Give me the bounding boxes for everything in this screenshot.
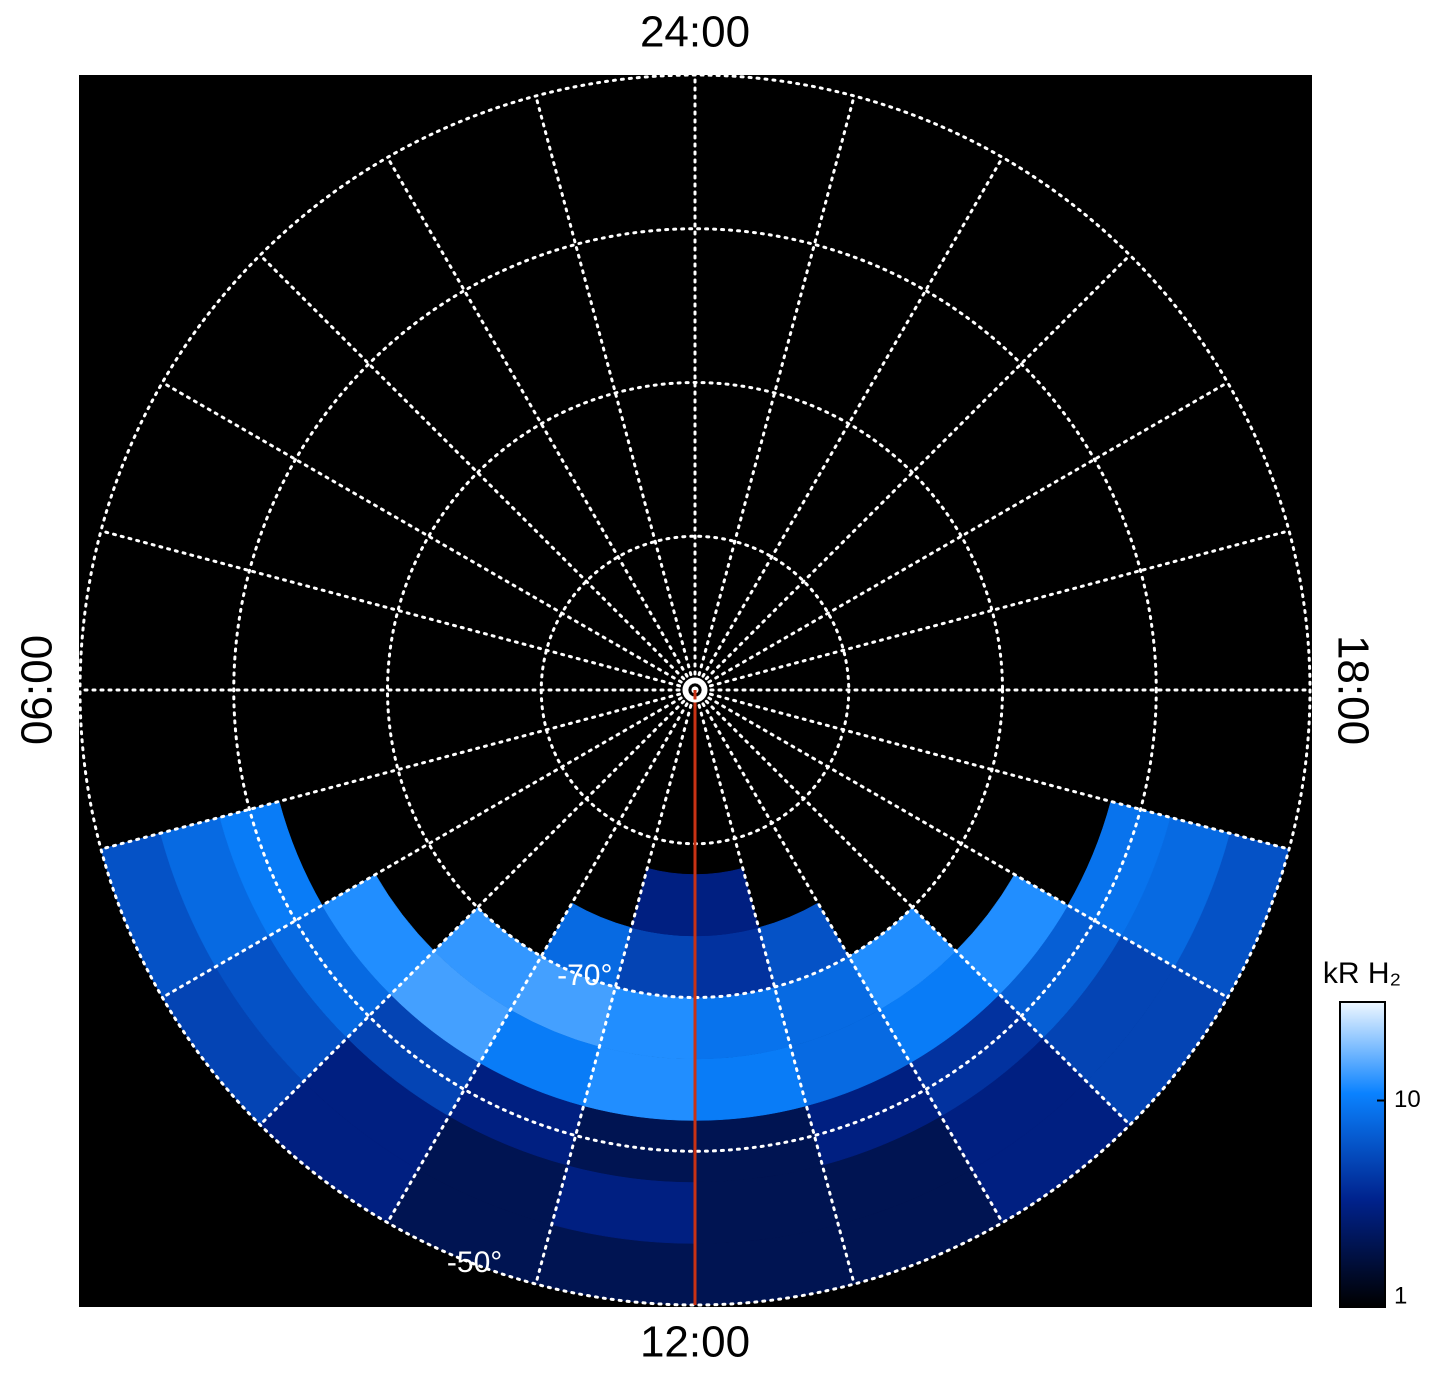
- latitude-label: -70°: [557, 959, 612, 992]
- latitude-circle: [78, 73, 1312, 1307]
- local-time-line: [693, 688, 1004, 1225]
- emission-cell: [694, 986, 791, 1060]
- local-time-line: [693, 529, 1291, 692]
- local-time-label: 18:00: [1328, 635, 1377, 745]
- local-time-line: [99, 688, 697, 851]
- local-time-line: [693, 381, 1230, 692]
- local-time-label: 12:00: [640, 1318, 750, 1367]
- colorbar-tick-label: 1: [1394, 1282, 1407, 1309]
- local-time-line: [693, 688, 1230, 999]
- local-time-line: [534, 688, 697, 1286]
- local-time-label: 24:00: [640, 8, 750, 57]
- local-time-line: [693, 688, 1132, 1127]
- local-time-line: [258, 688, 697, 1127]
- local-time-line: [534, 94, 697, 692]
- local-time-label: 06:00: [13, 635, 62, 745]
- colorbar-tick-label: 10: [1394, 1086, 1421, 1113]
- local-time-line: [693, 253, 1132, 692]
- local-time-line: [693, 94, 856, 692]
- local-time-line: [386, 688, 697, 1225]
- pole-marker: [682, 677, 708, 703]
- local-time-line: [693, 155, 1004, 692]
- local-time-line: [160, 381, 697, 692]
- colorbar-title: kR H₂: [1323, 957, 1401, 990]
- local-time-line: [258, 253, 697, 692]
- local-time-line: [693, 688, 856, 1286]
- local-time-line: [386, 155, 697, 692]
- local-time-line: [160, 688, 697, 999]
- local-time-line: [693, 688, 1291, 851]
- latitude-label: -50°: [447, 1246, 502, 1279]
- latitude-circle: [232, 227, 1158, 1153]
- colorbar: [1339, 1001, 1386, 1308]
- local-time-line: [99, 529, 697, 692]
